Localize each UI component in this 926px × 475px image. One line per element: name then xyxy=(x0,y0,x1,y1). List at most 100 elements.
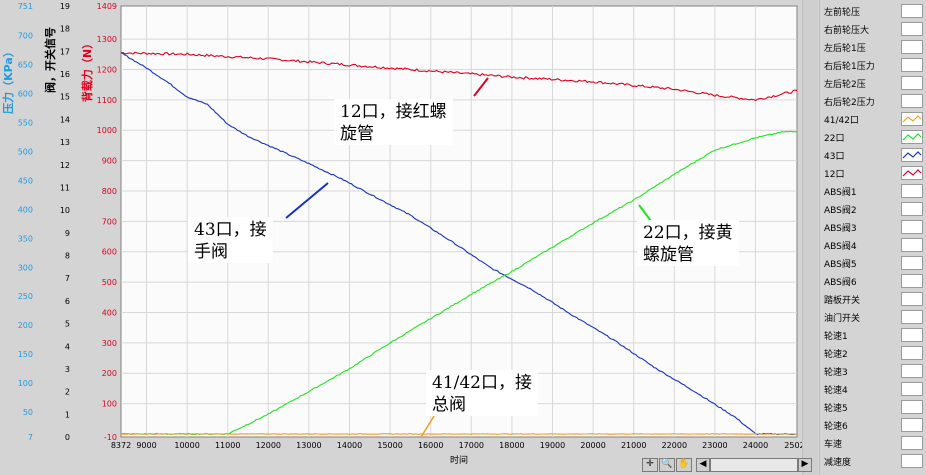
legend-item[interactable]: 车速 xyxy=(820,435,926,453)
legend-label: 右后轮1压力 xyxy=(824,62,875,72)
pressure-tick-label: 450 xyxy=(18,176,33,185)
legend-label: 轮速5 xyxy=(824,404,848,414)
legend-item[interactable]: 22口 xyxy=(820,129,926,147)
legend-item[interactable]: 轮速5 xyxy=(820,399,926,417)
legend-swatch xyxy=(901,382,923,396)
legend-label: 轮速3 xyxy=(824,368,848,378)
pressure-tick-label: 250 xyxy=(18,292,33,301)
legend-label: 左前轮压 xyxy=(824,8,861,18)
legend-swatch xyxy=(901,22,923,36)
legend-swatch xyxy=(901,364,923,378)
x-tick-label: 12000 xyxy=(256,441,281,450)
legend-item[interactable]: 右后轮2压力 xyxy=(820,93,926,111)
force-tick-label: 1200 xyxy=(97,65,117,74)
legend-label: ABS阀3 xyxy=(824,224,857,234)
annotation-pointer-12 xyxy=(473,77,489,97)
series-line-22口 xyxy=(120,130,797,436)
valve-tick-label: 13 xyxy=(60,138,70,147)
legend-label: 车速 xyxy=(824,440,843,450)
legend-label: ABS阀2 xyxy=(824,206,857,216)
legend-label: ABS阀1 xyxy=(824,188,857,198)
legend-item[interactable]: ABS阀2 xyxy=(820,201,926,219)
legend-label: 右后轮2压力 xyxy=(824,98,875,108)
force-tick-label: -10 xyxy=(104,433,117,442)
x-tick-label: 25022 xyxy=(784,441,809,450)
zoom-tool-icon[interactable]: ✛ xyxy=(642,458,658,472)
legend-item[interactable]: 左后轮2压 xyxy=(820,75,926,93)
force-tick-label: 1300 xyxy=(97,35,117,44)
annotation-pointer-41-42 xyxy=(420,412,437,438)
scroll-left-button[interactable]: ◀ xyxy=(696,458,710,472)
legend-item[interactable]: 轮速3 xyxy=(820,363,926,381)
legend-item[interactable]: 右前轮压大 xyxy=(820,21,926,39)
legend-swatch xyxy=(901,4,923,18)
x-tick-label: 9000 xyxy=(136,441,156,450)
legend-item[interactable]: 41/42口 xyxy=(820,111,926,129)
legend-swatch xyxy=(901,184,923,198)
x-tick-label: 22000 xyxy=(662,441,687,450)
force-tick-label: 1100 xyxy=(97,96,117,105)
legend-swatch xyxy=(901,328,923,342)
legend-label: 22口 xyxy=(824,134,845,144)
plot-scrollbar[interactable] xyxy=(802,0,818,475)
legend-item[interactable]: ABS阀3 xyxy=(820,219,926,237)
legend-item[interactable]: 踏板开关 xyxy=(820,291,926,309)
x-axis-label: 时间 xyxy=(450,454,468,466)
x-tick-label: 16000 xyxy=(418,441,443,450)
force-tick-label: 1409 xyxy=(97,2,117,11)
legend-item[interactable]: 43口 xyxy=(820,147,926,165)
legend-label: 右前轮压大 xyxy=(824,26,870,36)
valve-tick-label: 18 xyxy=(60,25,70,34)
pressure-tick-label: 751 xyxy=(18,2,33,11)
pressure-tick-label: 400 xyxy=(18,205,33,214)
legend-label: ABS阀6 xyxy=(824,278,857,288)
legend-item[interactable]: 轮速4 xyxy=(820,381,926,399)
legend-item[interactable]: ABS阀5 xyxy=(820,255,926,273)
legend-item[interactable]: 左后轮1压 xyxy=(820,39,926,57)
horizontal-scrollbar[interactable] xyxy=(710,458,798,472)
x-tick-label: 14000 xyxy=(337,441,362,450)
legend-item[interactable]: ABS阀4 xyxy=(820,237,926,255)
x-tick-label: 20000 xyxy=(580,441,605,450)
legend-swatch-line-orange xyxy=(901,112,923,126)
legend-label: 踏板开关 xyxy=(824,296,861,306)
pan-tool-icon[interactable]: ✋ xyxy=(676,458,692,472)
valve-tick-label: 0 xyxy=(65,433,70,442)
force-tick-label: 100 xyxy=(102,400,117,409)
valve-tick-label: 3 xyxy=(65,365,70,374)
pressure-tick-label: 500 xyxy=(18,147,33,156)
legend-label: 左后轮1压 xyxy=(824,44,866,54)
legend-swatch-line-green xyxy=(901,130,923,144)
pressure-tick-label: 300 xyxy=(18,263,33,272)
legend-swatch xyxy=(901,76,923,90)
legend-item[interactable]: ABS阀6 xyxy=(820,273,926,291)
valve-tick-label: 15 xyxy=(60,93,70,102)
legend-item[interactable]: 轮速6 xyxy=(820,417,926,435)
x-tick-label: 21000 xyxy=(621,441,646,450)
legend-swatch xyxy=(901,436,923,450)
legend-label: 轮速1 xyxy=(824,332,848,342)
force-tick-label: 300 xyxy=(102,339,117,348)
valve-tick-label: 11 xyxy=(60,183,70,192)
legend-item[interactable]: 油门开关 xyxy=(820,309,926,327)
legend-swatch xyxy=(901,400,923,414)
magnify-tool-icon[interactable]: 🔍 xyxy=(659,458,675,472)
pressure-axis-label: 压力（KPa） xyxy=(1,46,15,114)
legend-item[interactable]: 减速度 xyxy=(820,453,926,471)
legend-label: 左后轮2压 xyxy=(824,80,866,90)
legend-item[interactable]: 轮速1 xyxy=(820,327,926,345)
scroll-right-button[interactable]: ▶ xyxy=(798,458,812,472)
annotation-12: 12口，接红螺 旋管 xyxy=(334,99,453,145)
valve-tick-label: 5 xyxy=(65,320,70,329)
valve-tick-label: 19 xyxy=(60,2,70,11)
legend-label: 轮速2 xyxy=(824,350,848,360)
legend-item[interactable]: 右后轮1压力 xyxy=(820,57,926,75)
legend-swatch xyxy=(901,292,923,306)
legend-item[interactable]: 左前轮压 xyxy=(820,3,926,21)
legend-item[interactable]: ABS阀1 xyxy=(820,183,926,201)
pressure-tick-label: 550 xyxy=(18,118,33,127)
legend-item[interactable]: 轮速2 xyxy=(820,345,926,363)
annotation-pointer-43 xyxy=(285,182,329,219)
legend-item[interactable]: 12口 xyxy=(820,165,926,183)
